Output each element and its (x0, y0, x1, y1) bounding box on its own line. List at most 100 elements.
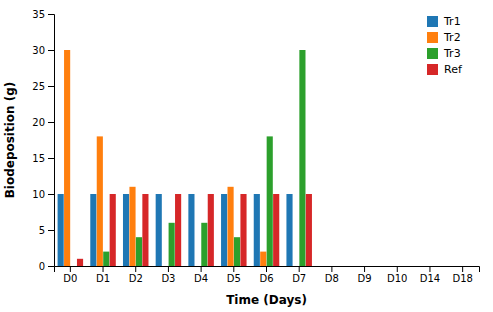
bar (169, 223, 175, 266)
x-tick: D10 (387, 266, 407, 284)
x-tick-mark (397, 266, 398, 272)
x-tick-label: D10 (387, 273, 407, 284)
bar (437, 266, 443, 267)
bar (450, 266, 456, 267)
legend-swatch (427, 32, 438, 43)
bar (208, 194, 214, 266)
y-axis-line (48, 15, 55, 267)
y-tick: 15 (32, 153, 54, 164)
bar (385, 266, 391, 267)
x-tick: D4 (194, 266, 208, 284)
x-tick: D1 (96, 266, 110, 284)
y-tick: 20 (32, 117, 54, 128)
bar (110, 194, 116, 266)
x-axis-title: Time (Days) (226, 293, 307, 307)
bar (417, 266, 423, 267)
bar (77, 259, 83, 266)
legend-item: Tr3 (427, 47, 461, 60)
y-tick: 35 (32, 9, 54, 20)
bar (195, 266, 201, 267)
bar (240, 194, 246, 266)
bar (64, 50, 70, 266)
x-tick: D9 (358, 266, 372, 284)
bar (286, 194, 292, 266)
bars (58, 50, 312, 266)
bar (424, 266, 430, 267)
bar (365, 266, 371, 267)
x-tick-label: D0 (63, 273, 77, 284)
legend-label: Tr3 (443, 47, 461, 60)
y-tick-mark (48, 122, 54, 123)
y-tick-label: 5 (39, 225, 45, 236)
x-axis: D0D1D2D3D4D5D6D7D8D9D10D14D18 (55, 266, 480, 284)
x-tick: D18 (452, 266, 472, 284)
bar (273, 194, 279, 266)
x-tick: D0 (63, 266, 77, 284)
bar (332, 266, 338, 267)
y-tick-label: 25 (32, 81, 45, 92)
x-tick: D2 (129, 266, 143, 284)
bar (391, 266, 397, 267)
y-tick-label: 20 (32, 117, 45, 128)
bar (103, 252, 109, 266)
bar (260, 252, 266, 266)
bar (201, 223, 207, 266)
x-tick: D8 (325, 266, 339, 284)
x-tick-mark (168, 266, 169, 272)
series (77, 194, 312, 266)
y-tick-mark (48, 194, 54, 195)
series (103, 50, 305, 266)
bar (221, 194, 227, 266)
x-tick: D3 (161, 266, 175, 284)
x-tick-label: D5 (227, 273, 241, 284)
y-tick: 25 (32, 81, 54, 92)
x-tick-mark (299, 266, 300, 272)
x-tick-mark (103, 266, 104, 272)
legend-swatch (427, 64, 438, 75)
x-tick-label: D4 (194, 273, 208, 284)
x-tick-label: D1 (96, 273, 110, 284)
x-tick-mark (135, 266, 136, 272)
bar (58, 194, 64, 266)
y-tick-label: 30 (32, 45, 45, 56)
bar (358, 266, 364, 267)
x-tick-mark (462, 266, 463, 272)
bar (339, 266, 345, 267)
legend-item: Ref (427, 63, 463, 76)
bar (175, 194, 181, 266)
bar (397, 266, 403, 267)
bar (469, 266, 475, 267)
y-axis-title: Biodeposition (g) (3, 82, 17, 199)
bar (267, 136, 273, 266)
bar (299, 50, 305, 266)
legend-label: Tr2 (443, 31, 461, 44)
x-tick-mark (201, 266, 202, 272)
legend-item: Tr2 (427, 31, 461, 44)
chart: 05101520253035D0D1D2D3D4D5D6D7D8D9D10D14… (0, 0, 493, 312)
y-tick-mark (48, 230, 54, 231)
bar (371, 266, 377, 267)
x-axis-line (55, 267, 480, 273)
x-tick-mark (233, 266, 234, 272)
bar (188, 194, 194, 266)
x-tick-label: D2 (129, 273, 143, 284)
y-tick: 30 (32, 45, 54, 56)
x-tick: D7 (292, 266, 306, 284)
bar (123, 194, 129, 266)
bar (430, 266, 436, 267)
y-tick-label: 0 (39, 261, 45, 272)
bar (254, 194, 260, 266)
bar (234, 237, 240, 266)
y-tick-mark (48, 158, 54, 159)
x-tick-mark (364, 266, 365, 272)
y-tick-label: 15 (32, 153, 45, 164)
x-tick-label: D14 (420, 273, 440, 284)
bar (319, 266, 325, 267)
legend-label: Tr1 (443, 15, 461, 28)
x-tick: D14 (420, 266, 440, 284)
bar (293, 266, 299, 267)
bar (463, 266, 469, 267)
x-tick-label: D7 (292, 273, 306, 284)
bar (228, 187, 234, 266)
x-tick-label: D3 (161, 273, 175, 284)
